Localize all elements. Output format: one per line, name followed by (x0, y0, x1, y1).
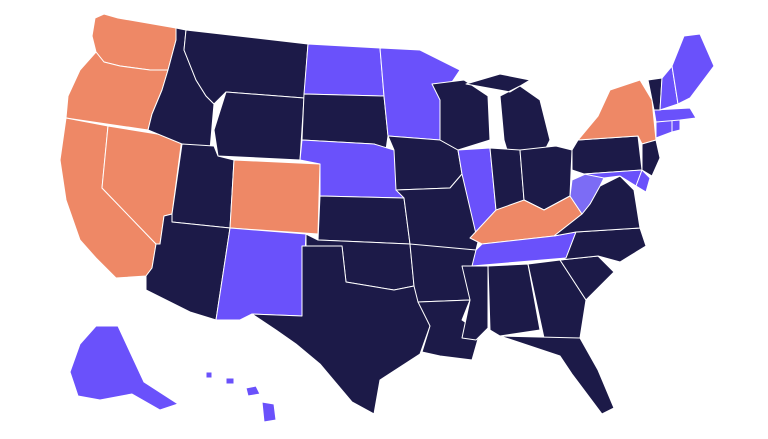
state-ma (653, 107, 697, 123)
state-hi (205, 371, 277, 423)
state-ri (671, 119, 681, 133)
state-wa (91, 13, 177, 71)
state-wy (213, 91, 305, 161)
state-la (417, 299, 481, 361)
state-md (583, 169, 643, 187)
state-al (487, 263, 541, 337)
state-me (671, 33, 715, 105)
state-tx (251, 245, 431, 415)
state-ks (317, 195, 411, 245)
state-ny (577, 79, 657, 145)
state-nm (215, 227, 307, 321)
state-nj (641, 139, 661, 177)
state-fl (499, 335, 615, 415)
state-wv (569, 171, 605, 215)
state-nd (303, 43, 385, 97)
state-wi (431, 79, 491, 151)
state-ak (69, 325, 179, 411)
state-de (635, 169, 651, 193)
state-co (229, 159, 321, 235)
state-ga (527, 259, 587, 339)
state-pa (571, 135, 643, 175)
state-ct (655, 119, 673, 139)
